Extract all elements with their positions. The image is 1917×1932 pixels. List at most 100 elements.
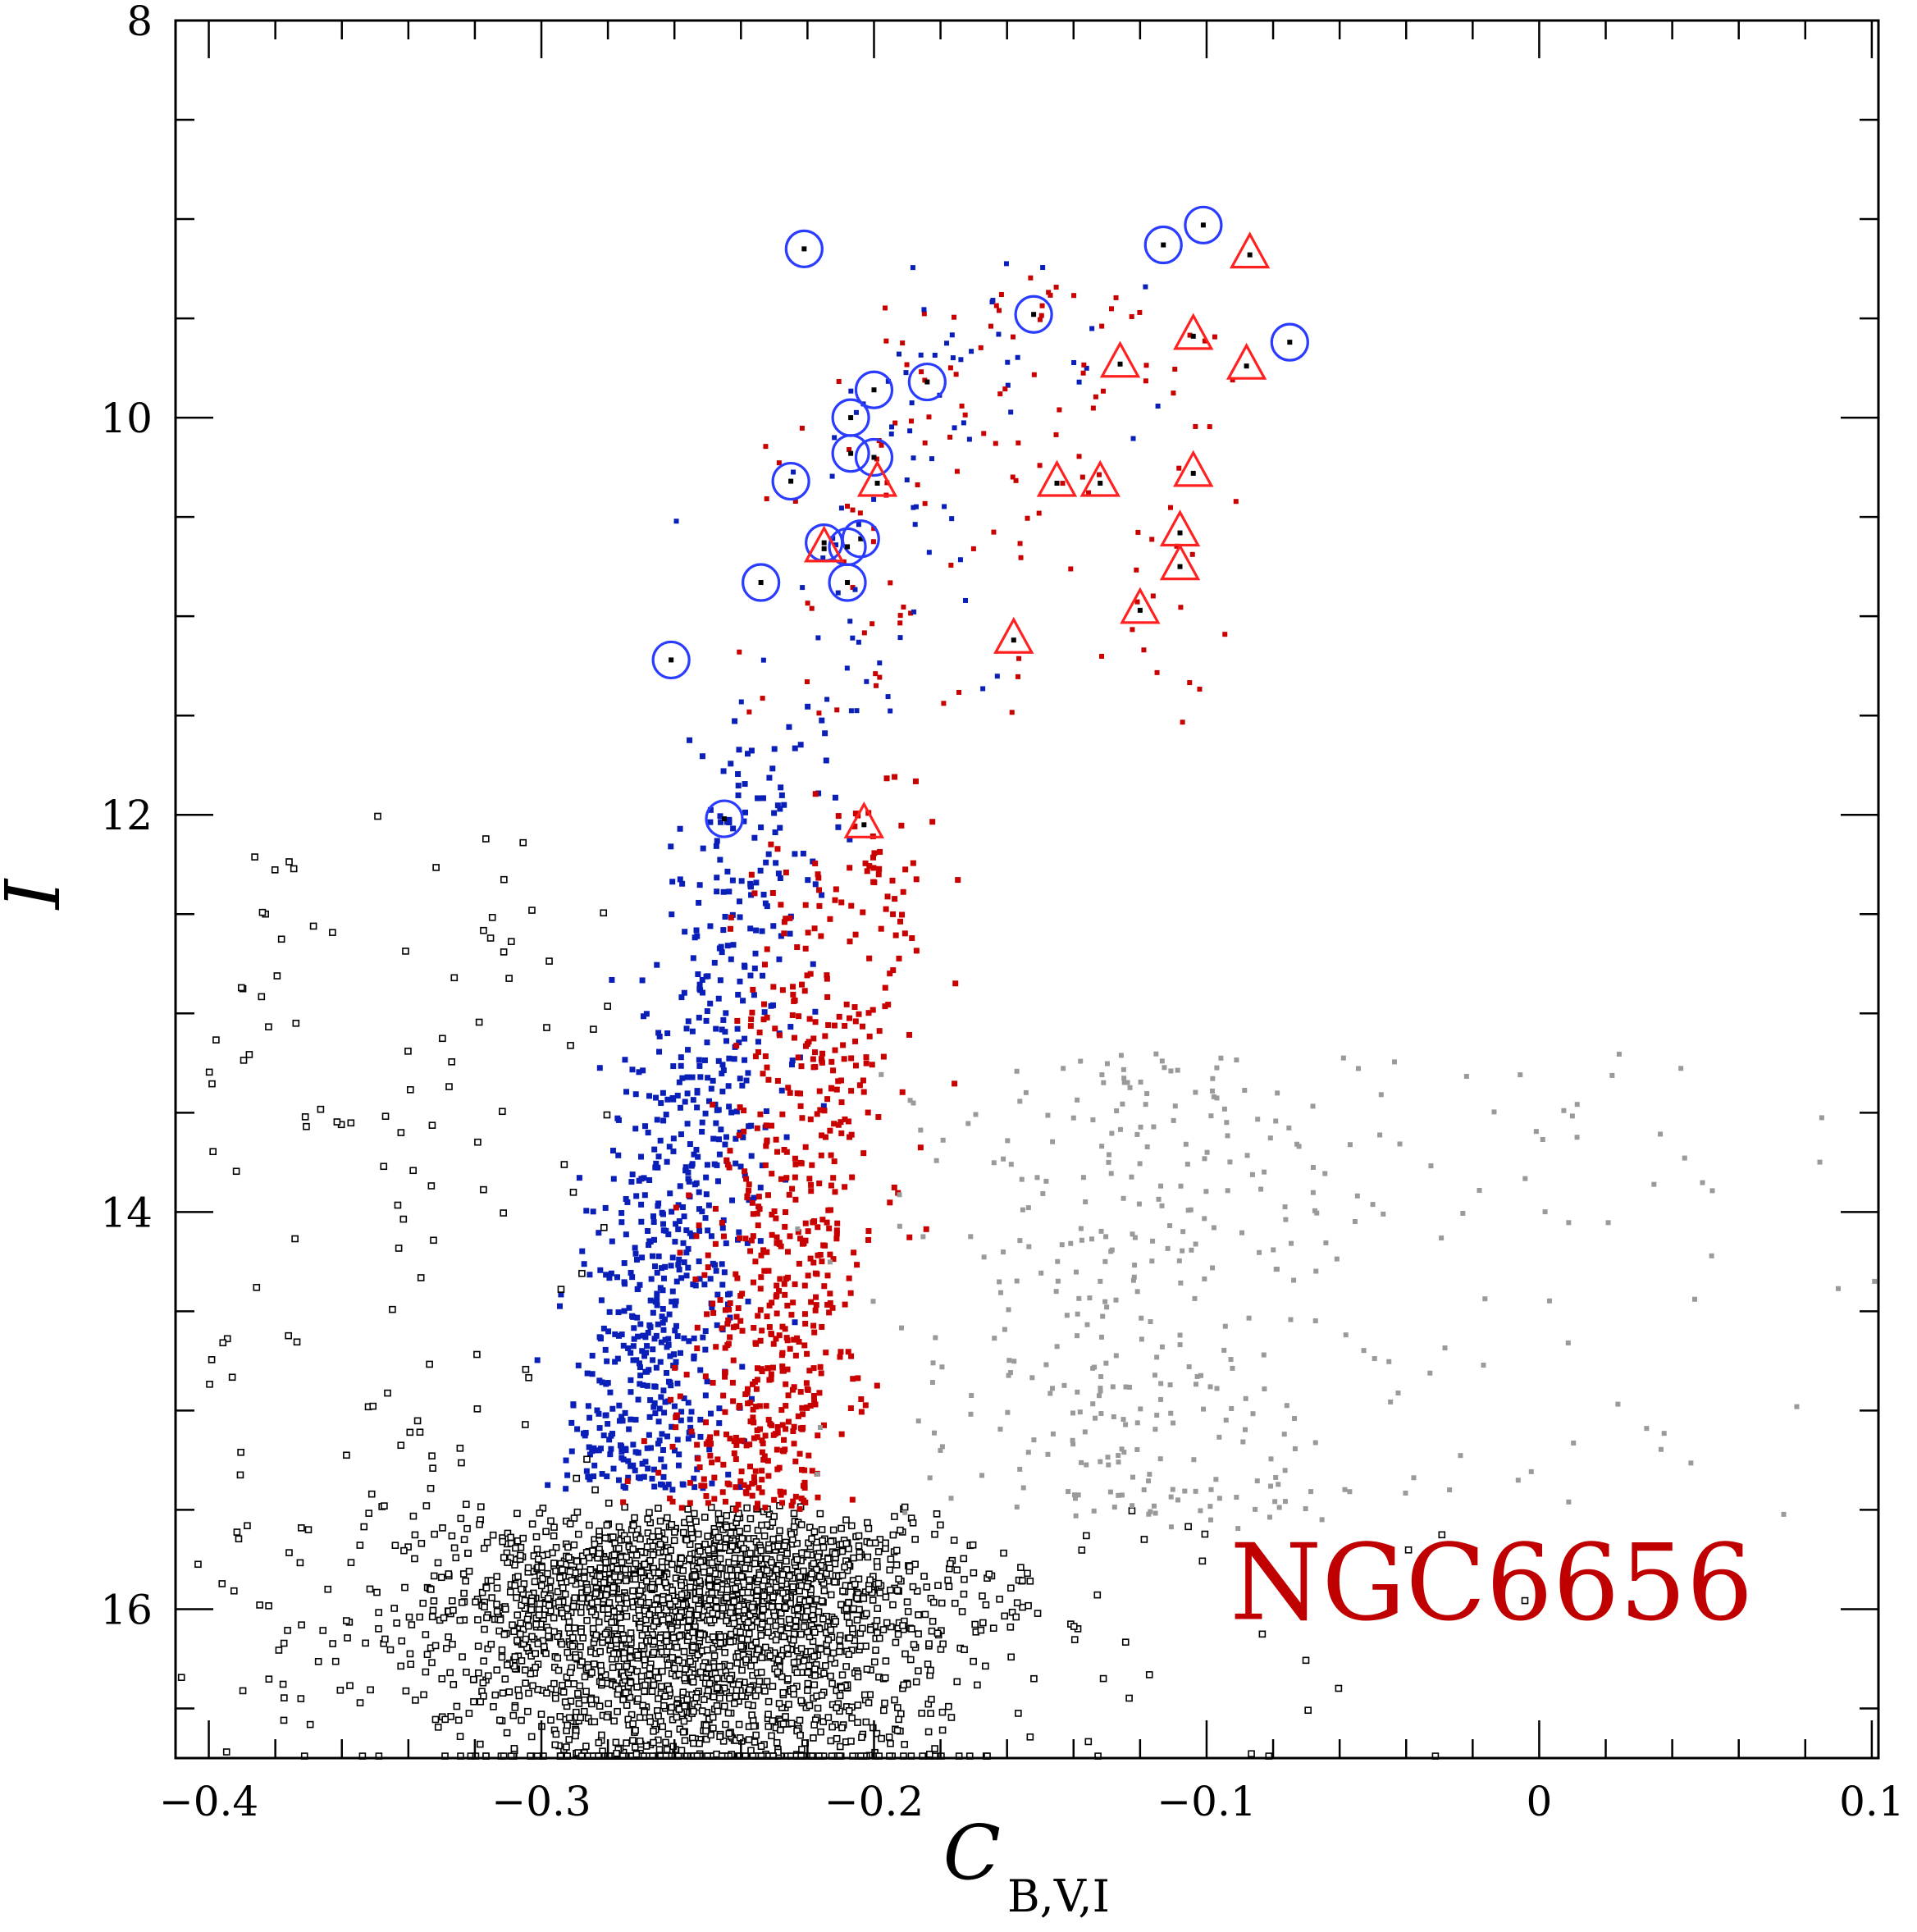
star-point (1000, 1549, 1007, 1557)
star-point (694, 1651, 702, 1659)
star-point (746, 1686, 754, 1694)
star-point (765, 1697, 773, 1706)
star-point (747, 1464, 754, 1470)
star-point (750, 1722, 758, 1730)
star-point (746, 1629, 753, 1637)
star-point (755, 1313, 761, 1319)
star-point (518, 1585, 525, 1593)
star-point (762, 1505, 769, 1511)
star-point (689, 1432, 696, 1438)
star-point (900, 1681, 907, 1689)
star-point (693, 1233, 700, 1240)
star-point (1078, 1058, 1084, 1064)
star-point (675, 1226, 682, 1232)
star-point (737, 1104, 743, 1111)
star-point (545, 957, 553, 965)
star-point (420, 1691, 427, 1699)
star-point (660, 1275, 667, 1281)
star-point (423, 1651, 431, 1658)
star-point (366, 1585, 374, 1593)
star-point (703, 1646, 711, 1654)
star-point (817, 1424, 823, 1430)
star-point (641, 1681, 649, 1689)
star-point (356, 1699, 364, 1706)
star-point (660, 1089, 666, 1096)
star-point (793, 1539, 801, 1547)
star-point (782, 1223, 788, 1230)
star-point (810, 1734, 817, 1742)
star-point (853, 1616, 861, 1624)
star-point (177, 1674, 185, 1681)
star-point (726, 1675, 733, 1683)
marked-star (821, 540, 827, 546)
marked-star (1117, 361, 1123, 367)
star-point (826, 1225, 833, 1231)
star-point (637, 1569, 645, 1576)
star-point (929, 1618, 937, 1625)
star-point (659, 1667, 666, 1675)
star-point (785, 1392, 792, 1399)
star-point (824, 1636, 833, 1644)
star-point (587, 1696, 595, 1704)
star-point (630, 1522, 637, 1529)
star-point (823, 1647, 831, 1656)
star-point (981, 431, 987, 436)
star-point (324, 1585, 332, 1593)
star-point (680, 1240, 687, 1246)
star-point (911, 455, 916, 461)
star-point (769, 890, 776, 897)
star-point (706, 1098, 713, 1104)
star-point (594, 1598, 601, 1605)
star-point (565, 1714, 573, 1722)
star-point (845, 1118, 851, 1125)
star-point (596, 1410, 602, 1417)
star-point (954, 468, 960, 474)
star-point (1691, 1296, 1697, 1302)
star-point (500, 948, 508, 956)
star-point (760, 1071, 766, 1077)
star-point (642, 1368, 649, 1375)
star-point (488, 913, 496, 921)
star-point (718, 819, 724, 825)
blue-circle-marker (854, 437, 894, 477)
star-point (533, 1545, 541, 1553)
star-point (573, 1508, 582, 1516)
star-point (1149, 537, 1155, 542)
star-point (775, 870, 782, 877)
star-point (601, 1671, 609, 1679)
star-point (730, 1619, 738, 1628)
star-point (1084, 1462, 1089, 1468)
star-point (733, 1043, 740, 1049)
star-point (1308, 1489, 1314, 1495)
star-point (606, 1436, 613, 1443)
star-point (1165, 1245, 1171, 1251)
star-point (685, 1264, 691, 1271)
star-point (733, 1135, 739, 1142)
star-point (603, 1412, 609, 1418)
star-point (691, 1151, 697, 1158)
star-point (1068, 566, 1074, 572)
star-point (498, 1653, 506, 1661)
star-point (774, 1656, 783, 1664)
star-point (664, 1730, 673, 1738)
star-point (808, 1181, 815, 1188)
star-point (856, 1011, 862, 1017)
star-point (618, 1559, 626, 1566)
star-point (919, 369, 924, 375)
star-point (1038, 1270, 1044, 1276)
star-point (810, 1064, 817, 1071)
star-point (1080, 1175, 1086, 1181)
star-point (347, 1559, 355, 1566)
star-point (660, 1387, 667, 1394)
star-point (730, 825, 737, 832)
star-point (700, 1569, 708, 1576)
y-tick-label: 8 (126, 0, 153, 45)
star-point (757, 1632, 765, 1639)
star-point (798, 1160, 805, 1167)
star-point (522, 1365, 530, 1373)
star-point (953, 1566, 961, 1573)
star-point (661, 1692, 669, 1701)
star-point (759, 1368, 765, 1375)
star-point (866, 1033, 873, 1039)
star-point (642, 1334, 649, 1341)
